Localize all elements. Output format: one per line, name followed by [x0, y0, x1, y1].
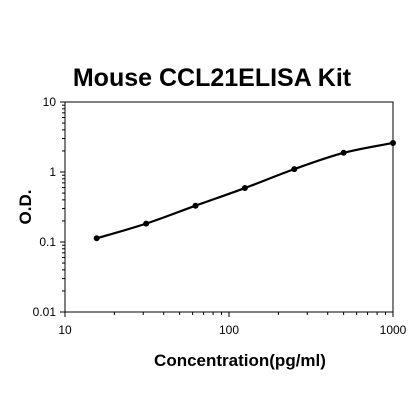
x-axis-label: Concentration(pg/ml)	[154, 351, 326, 370]
y-axis-label: O.D.	[16, 190, 35, 225]
data-point	[93, 235, 100, 242]
series	[93, 139, 396, 242]
plot-frame	[64, 101, 394, 313]
y-tick-label: 10	[43, 95, 57, 109]
x-tick-label: 100	[219, 323, 239, 337]
chart-title: Mouse CCL21ELISA Kit	[73, 64, 352, 92]
data-point	[192, 202, 199, 209]
data-point	[241, 185, 248, 192]
data-point	[390, 139, 396, 146]
data-point	[143, 220, 150, 227]
ticks: 10 100 1000 0.01 0.1 1 10	[33, 95, 407, 337]
data-point	[291, 166, 298, 173]
data-point	[340, 149, 347, 156]
y-tick-label: 1	[49, 165, 56, 179]
y-tick-label: 0.1	[39, 235, 56, 249]
y-tick-label: 0.01	[33, 305, 57, 319]
axes	[64, 101, 394, 313]
x-tick-label: 10	[58, 323, 72, 337]
x-tick-label: 1000	[380, 323, 407, 337]
